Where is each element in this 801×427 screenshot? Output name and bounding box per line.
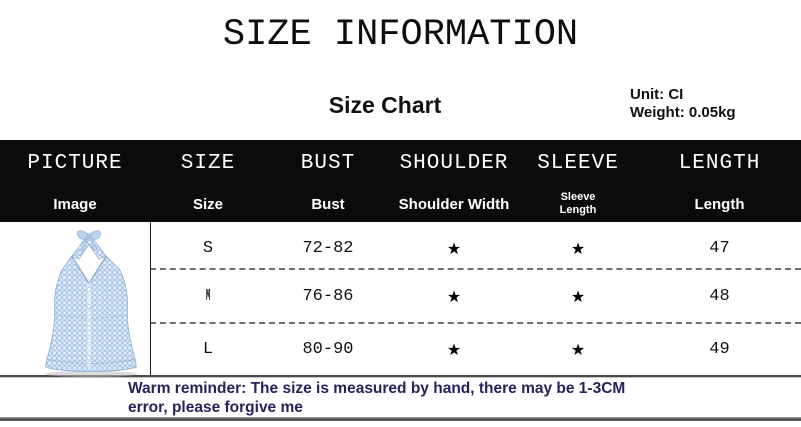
subheader-sleeve-length: Sleeve Length [559,191,597,216]
header-size: SIZE [180,151,236,175]
table-row-size-m: M 76-86 ★ ★ 48 [0,269,801,323]
subheader-bust: Bust [311,195,345,213]
subheader-size: Size [192,195,223,213]
product-photo-halter-top [38,226,144,377]
warm-reminder-line2: error, please forgive me [128,399,303,416]
picture-column-divider [150,222,151,377]
header-picture: PICTURE [27,151,123,175]
star-icon: ★ [446,339,462,359]
header-sleeve: SLEEVE [537,151,619,175]
warm-reminder-text: Warm reminder: The size is measured by h… [128,379,688,417]
horizontal-rule-bottom [0,417,801,421]
row-divider-dashed [150,322,801,324]
unit-label: Unit: CI [630,86,684,103]
table-row-size-l: L 80-90 ★ ★ 49 [0,323,801,375]
star-icon: ★ [570,239,586,258]
table-header-row-main: PICTURE SIZE BUST SHOULDER SLEEVE LENGTH [0,140,801,186]
cell-bust-s: 72-82 [302,239,354,258]
star-icon: ★ [570,339,586,359]
page-title: SIZE INFORMATION [222,14,579,56]
subheader-image: Image [53,195,97,213]
row-divider-dashed [150,268,801,270]
subheader-shoulder-width: Shoulder Width [398,195,510,213]
star-icon: ★ [570,286,586,306]
subheader-length: Length [694,195,745,213]
header-length: LENGTH [678,151,761,175]
star-icon: ★ [446,239,462,258]
table-header-band: PICTURE SIZE BUST SHOULDER SLEEVE LENGTH… [0,140,801,222]
star-icon: ★ [446,286,462,306]
size-chart-heading: Size Chart [328,92,442,118]
warm-reminder-line1: Warm reminder: The size is measured by h… [128,380,626,397]
cell-length-s: 47 [709,239,730,258]
halter-top-illustration [44,230,138,377]
table-header-row-sub: Image Size Bust Shoulder Width Sleeve Le… [0,186,801,222]
cell-bust-l: 80-90 [302,339,354,359]
cell-size-l: L [202,339,214,359]
horizontal-rule-top [0,375,801,378]
header-bust: BUST [300,151,356,175]
header-shoulder: SHOULDER [399,151,509,175]
unit-weight-block: Unit: CI Weight: 0.05kg [630,86,736,122]
table-row-size-s: S 72-82 ★ ★ 47 [0,228,801,269]
cell-length-m: 48 [709,286,730,306]
cell-length-l: 49 [709,339,730,359]
cell-size-s: S [202,239,214,258]
cell-bust-m: 76-86 [302,286,354,306]
cell-size-m: M [205,286,211,306]
weight-label: Weight: 0.05kg [630,104,736,121]
